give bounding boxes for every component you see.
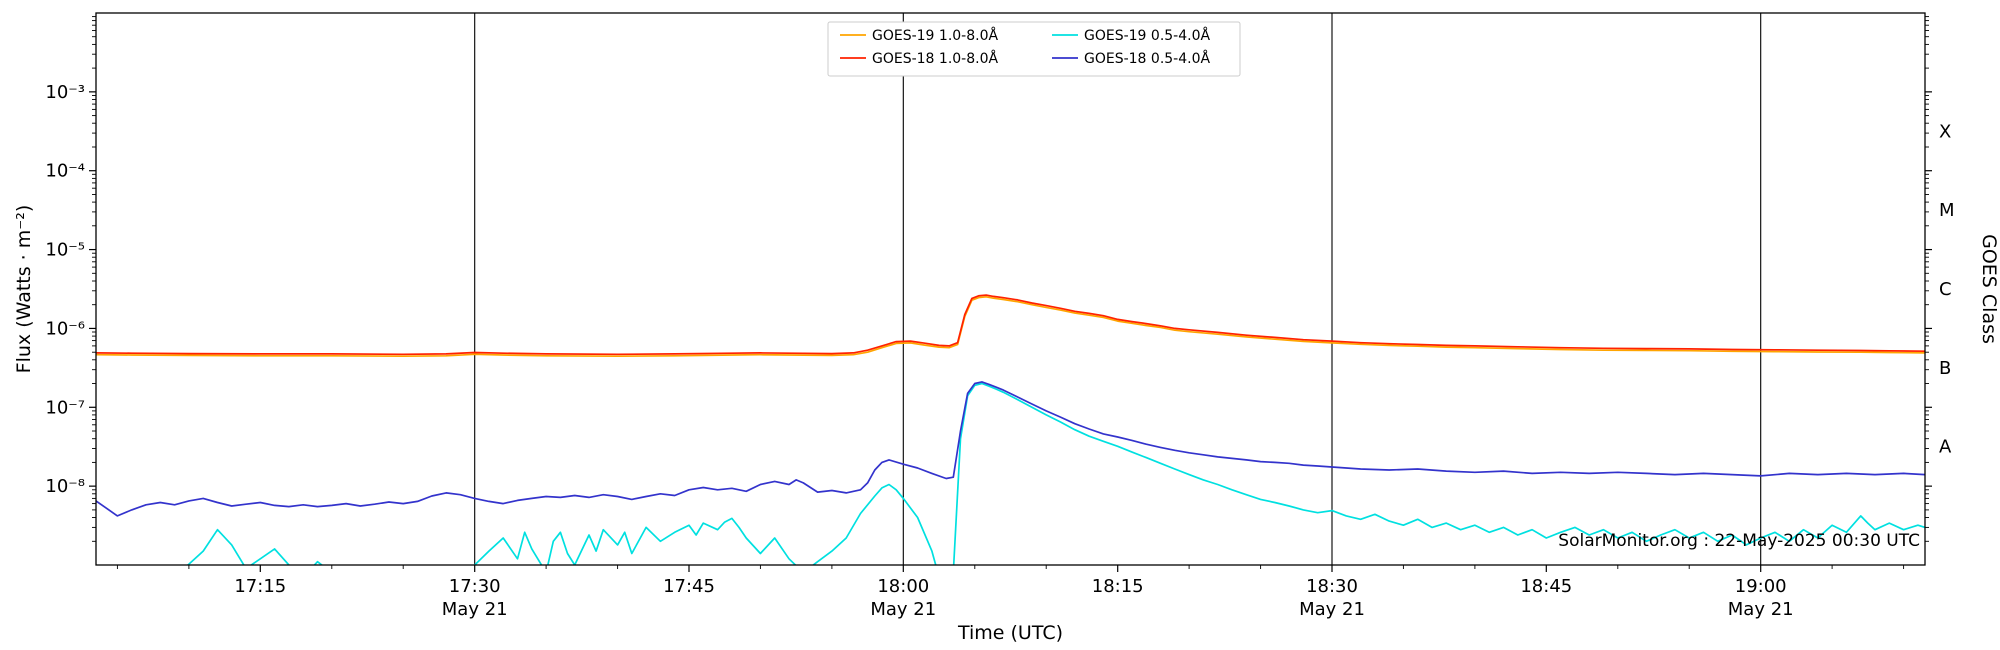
x-tick-date-label: May 21 [442,599,508,620]
right-axis-label: GOES Class [1978,234,2000,344]
y-tick-label: 10⁻⁶ [45,318,85,339]
plot-border [95,12,1926,566]
x-tick-time-label: 17:30 [449,576,501,597]
watermark-text: SolarMonitor.org : 22-May-2025 00:30 UTC [1558,531,1920,551]
goes-class-label: M [1939,200,1955,221]
legend-label: GOES-18 1.0-8.0Å [872,50,998,67]
y-tick-label: 10⁻⁸ [45,476,85,497]
series-goes18-long [96,294,1925,356]
goes-class-label: C [1939,279,1952,300]
x-tick-time-label: 18:45 [1520,576,1572,597]
y-tick-label: 10⁻⁵ [45,240,85,261]
legend: GOES-19 1.0-8.0Å GOES-18 1.0-8.0Å GOES-19 … [827,21,1241,77]
legend-label: GOES-19 1.0-8.0Å [872,27,998,44]
series-goes19-short [186,382,1925,565]
series-group [96,294,1925,565]
legend-label: GOES-19 0.5-4.0Å [1084,27,1210,44]
legend-label: GOES-18 0.5-4.0Å [1084,50,1210,67]
y-axis-label: Flux (Watts · m⁻²) [13,205,35,374]
y-tick-label: 10⁻⁷ [45,397,85,418]
goes-class-label: B [1939,358,1951,379]
x-tick-time-label: 17:45 [663,576,715,597]
x-tick-time-label: 19:00 [1735,576,1787,597]
series-goes19-long [96,295,1925,358]
x-axis-label: Time (UTC) [957,622,1063,644]
x-tick-time-label: 18:30 [1306,576,1358,597]
x-tick-time-label: 18:15 [1092,576,1144,597]
x-tick-date-label: May 21 [1299,599,1365,620]
x-tick-date-label: May 21 [1728,599,1794,620]
y-tick-label: 10⁻³ [45,82,85,103]
legend-box [827,21,1241,77]
series-goes18-short [96,381,1925,517]
x-tick-time-label: 17:15 [234,576,286,597]
goes-class-label: A [1939,437,1952,458]
x-tick-date-label: May 21 [870,599,936,620]
y-tick-label: 10⁻⁴ [45,161,85,182]
x-tick-time-label: 18:00 [877,576,929,597]
goes-class-label: X [1939,121,1951,142]
